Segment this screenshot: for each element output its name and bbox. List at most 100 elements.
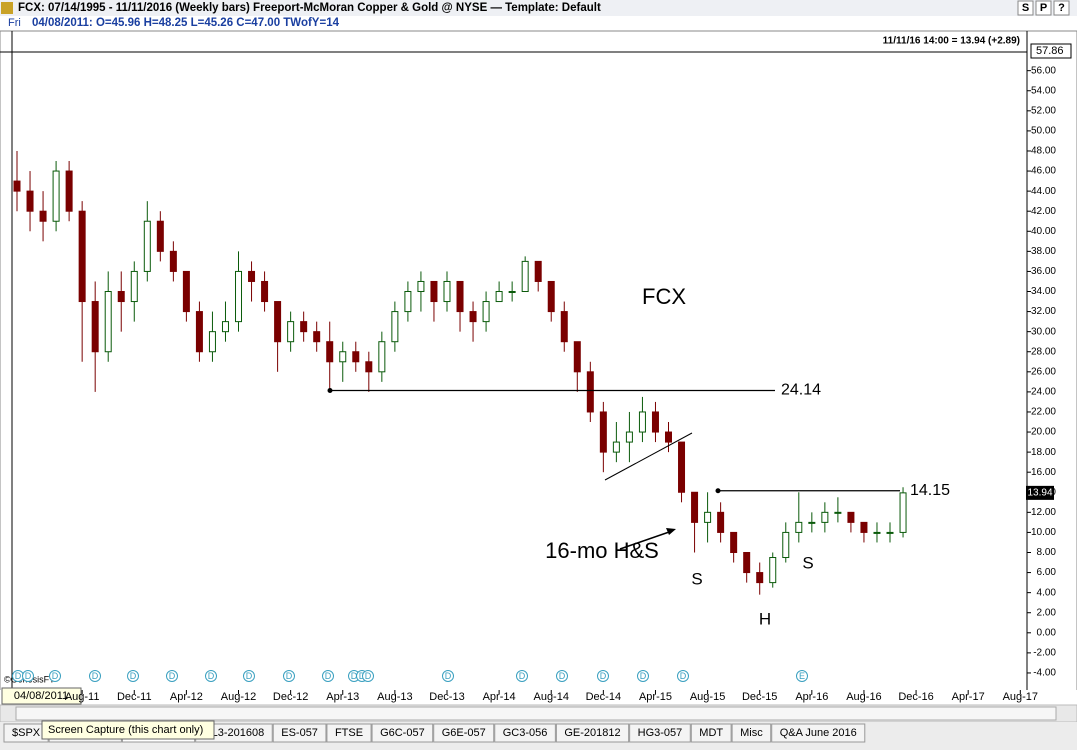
trend-line — [604, 432, 693, 481]
tab[interactable] — [555, 723, 630, 743]
candle-body — [886, 531, 894, 534]
event-marker — [283, 670, 295, 682]
event-marker — [362, 670, 374, 682]
tab[interactable] — [494, 723, 556, 743]
x-tick-label: Dec-12 — [273, 691, 308, 703]
candle-body — [430, 280, 438, 303]
candle-body — [769, 557, 777, 584]
event-marker — [637, 670, 649, 682]
y-tick-label: 28.00 — [1031, 346, 1056, 357]
y-tick-label: 32.00 — [1031, 306, 1056, 317]
candle-body — [404, 291, 412, 313]
y-tick-label: 16.00 — [1031, 467, 1056, 478]
tab[interactable] — [690, 723, 732, 743]
candle-body — [300, 321, 308, 333]
event-marker — [597, 670, 609, 682]
candle-body — [143, 220, 151, 272]
y-tick-label: 54.00 — [1031, 85, 1056, 96]
candle-body — [808, 521, 816, 524]
window-button[interactable] — [1035, 0, 1052, 16]
candle-body — [795, 521, 803, 533]
y-tick-label: 18.00 — [1031, 447, 1056, 458]
tab-label[interactable]: ES-057 — [281, 727, 318, 739]
scroll-thumb[interactable] — [15, 706, 1057, 721]
event-label: D — [445, 671, 452, 681]
event-marker — [22, 670, 34, 682]
level-anchor — [715, 488, 721, 494]
tab-label[interactable]: HG3-057 — [638, 727, 683, 739]
x-tick-label: Dec-14 — [586, 691, 621, 703]
y-tick-label: 36.00 — [1031, 266, 1056, 277]
y-tick-label: 30.00 — [1031, 326, 1056, 337]
y-tick-label: 52.00 — [1031, 105, 1056, 116]
y-tick-label: 10.00 — [1031, 527, 1056, 538]
candle-body — [560, 311, 568, 343]
candle-body — [521, 260, 529, 293]
event-marker — [516, 670, 528, 682]
tab-label[interactable]: Q&A June 2016 — [780, 727, 857, 739]
candle-body — [313, 331, 321, 343]
event-label: D — [246, 671, 253, 681]
candle-body — [52, 170, 60, 222]
x-tick-label: Aug-13 — [377, 691, 412, 703]
title-bar — [0, 0, 1077, 16]
event-label: D — [25, 671, 32, 681]
tab-label[interactable]: GE-201812 — [564, 727, 620, 739]
tab-label[interactable]: FTSE — [335, 727, 363, 739]
tab[interactable] — [326, 723, 372, 743]
candle-body — [612, 441, 620, 453]
tab[interactable] — [771, 723, 866, 743]
y-tick-label: 46.00 — [1031, 166, 1056, 177]
tab[interactable] — [371, 723, 434, 743]
event-label: D — [92, 671, 99, 681]
x-tick-label: Apr-17 — [952, 691, 985, 703]
tab[interactable] — [629, 723, 691, 743]
tab-label[interactable]: G6E-057 — [442, 727, 486, 739]
x-tick-label: Aug-15 — [690, 691, 725, 703]
level-label: 14.15 — [910, 482, 950, 499]
candle-body — [91, 301, 99, 353]
window-button[interactable] — [1017, 0, 1034, 16]
candle-body — [443, 280, 451, 303]
candle-body — [65, 170, 73, 212]
candle-body — [195, 311, 203, 353]
y-tick-label: 40.00 — [1031, 226, 1056, 237]
candle-body — [391, 311, 399, 343]
y-tick-label: 12.00 — [1031, 507, 1056, 518]
window-button[interactable] — [1053, 0, 1070, 16]
x-tick-label: Aug-12 — [221, 691, 256, 703]
tab-label[interactable]: Misc — [740, 727, 763, 739]
event-label: D — [130, 671, 137, 681]
window-button-label[interactable]: ? — [1058, 2, 1065, 14]
cursor-date: 04/08/2011 — [14, 690, 68, 702]
window-button-label[interactable]: P — [1040, 2, 1047, 14]
event-label: E — [799, 671, 805, 681]
candle-body — [261, 280, 269, 303]
last-info: 11/11/16 14:00 = 13.94 (+2.89) — [883, 36, 1020, 47]
event-marker — [796, 670, 808, 682]
axis-top-box — [1030, 43, 1072, 59]
tab-label[interactable]: MDT — [699, 727, 723, 739]
x-tick-label: Dec-13 — [429, 691, 464, 703]
info-bar — [0, 16, 1077, 31]
tab[interactable] — [433, 723, 495, 743]
event-marker — [677, 670, 689, 682]
candle-body — [599, 411, 607, 453]
candle-body — [39, 210, 47, 222]
tooltip: Screen Capture (this chart only) — [48, 724, 203, 736]
tab[interactable] — [731, 723, 772, 743]
candle-body — [417, 280, 425, 293]
tab[interactable] — [272, 723, 327, 743]
x-tick-label: Dec-16 — [898, 691, 933, 703]
tab-label[interactable]: G6C-057 — [380, 727, 425, 739]
tab-label[interactable]: $SPX — [12, 727, 41, 739]
candle-body — [456, 280, 464, 313]
tab-label[interactable]: CL3-201608 — [204, 727, 265, 739]
tooltip-box — [41, 720, 215, 740]
window-button-label[interactable]: S — [1022, 2, 1029, 14]
event-label: D — [640, 671, 647, 681]
tab-label[interactable]: GC3-056 — [503, 727, 548, 739]
x-tick-label: Apr-16 — [795, 691, 828, 703]
event-marker — [49, 670, 61, 682]
candle-body — [547, 280, 555, 313]
